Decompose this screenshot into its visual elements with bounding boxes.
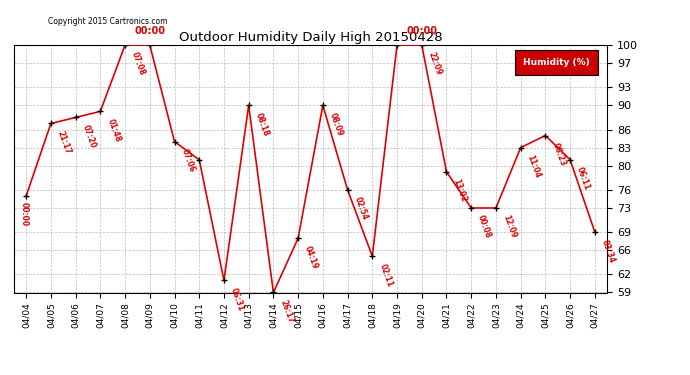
Point xyxy=(243,102,254,108)
Text: 08:18: 08:18 xyxy=(254,111,270,137)
Text: 03:34: 03:34 xyxy=(600,238,616,264)
Point xyxy=(169,139,180,145)
Text: 06:31: 06:31 xyxy=(229,286,246,312)
Point xyxy=(589,229,600,235)
Text: 07:08: 07:08 xyxy=(130,51,147,77)
Point xyxy=(317,102,328,108)
Point xyxy=(70,114,81,120)
Text: 26:17: 26:17 xyxy=(278,298,295,324)
Point xyxy=(564,157,575,163)
Point xyxy=(144,42,155,48)
Text: 07:06: 07:06 xyxy=(179,148,196,174)
Text: 11:04: 11:04 xyxy=(526,154,542,179)
Point xyxy=(367,253,378,259)
Text: 00:00: 00:00 xyxy=(135,26,166,36)
Text: 04:19: 04:19 xyxy=(303,244,319,270)
Point xyxy=(293,235,304,241)
Point xyxy=(194,157,205,163)
Text: 00:00: 00:00 xyxy=(406,26,437,36)
Text: 02:54: 02:54 xyxy=(353,196,369,222)
Point xyxy=(21,193,32,199)
Point xyxy=(491,205,502,211)
Text: 07:20: 07:20 xyxy=(81,123,97,149)
Text: Copyright 2015 Cartronics.com: Copyright 2015 Cartronics.com xyxy=(48,17,168,26)
Point xyxy=(441,169,452,175)
Point xyxy=(540,132,551,138)
Point xyxy=(466,205,477,211)
Text: 21:17: 21:17 xyxy=(56,129,72,155)
Point xyxy=(46,120,57,126)
Point xyxy=(416,42,427,48)
Text: 00:00: 00:00 xyxy=(19,202,28,226)
Point xyxy=(391,42,402,48)
Title: Outdoor Humidity Daily High 20150428: Outdoor Humidity Daily High 20150428 xyxy=(179,31,442,44)
Text: 12:09: 12:09 xyxy=(501,214,518,240)
Point xyxy=(219,278,230,284)
Point xyxy=(119,42,130,48)
Point xyxy=(95,108,106,114)
Bar xyxy=(515,50,598,75)
Point xyxy=(515,145,526,151)
Point xyxy=(342,187,353,193)
Text: 22:09: 22:09 xyxy=(426,51,444,77)
Text: 06:23: 06:23 xyxy=(551,142,567,167)
Text: 00:08: 00:08 xyxy=(476,214,493,240)
Text: 08:09: 08:09 xyxy=(328,111,344,137)
Text: 06:11: 06:11 xyxy=(575,166,592,192)
Text: 01:48: 01:48 xyxy=(106,117,122,143)
Text: 13:02: 13:02 xyxy=(451,178,468,204)
Text: 02:11: 02:11 xyxy=(377,262,394,288)
Point xyxy=(268,290,279,296)
Text: Humidity (%): Humidity (%) xyxy=(524,58,590,67)
